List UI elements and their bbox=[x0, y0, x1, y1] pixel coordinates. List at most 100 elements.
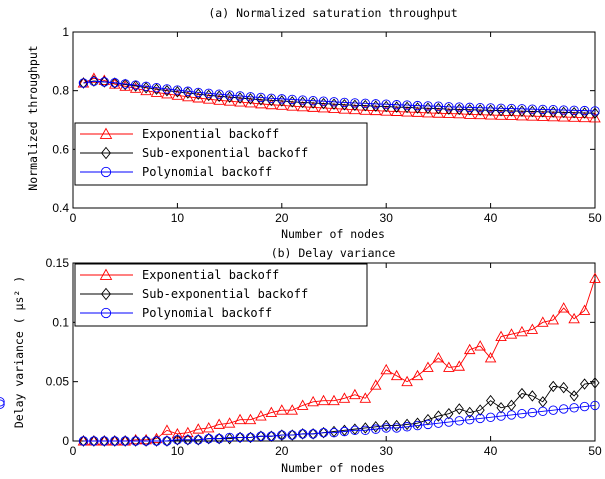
data-point bbox=[120, 436, 130, 446]
data-point bbox=[266, 430, 276, 442]
data-point bbox=[589, 272, 601, 283]
data-point bbox=[548, 405, 558, 415]
data-point bbox=[110, 435, 120, 447]
data-point bbox=[371, 424, 381, 434]
data-point bbox=[277, 430, 287, 440]
data-point bbox=[308, 97, 318, 109]
data-point bbox=[443, 361, 455, 372]
data-point bbox=[235, 91, 245, 101]
chart-a-ylabel: Normalized throughput bbox=[26, 45, 40, 190]
data-point bbox=[110, 78, 120, 88]
data-point bbox=[202, 422, 215, 433]
y-tick-label: 0.6 bbox=[52, 142, 69, 156]
data-point bbox=[171, 89, 184, 100]
y-tick-label: 1 bbox=[62, 25, 69, 39]
data-point bbox=[287, 96, 297, 108]
data-point bbox=[192, 423, 205, 434]
data-point bbox=[527, 390, 537, 402]
data-point bbox=[433, 418, 444, 428]
legend-marker bbox=[99, 127, 113, 139]
x-tick-label: 50 bbox=[588, 444, 602, 458]
data-point bbox=[579, 105, 590, 116]
data-point bbox=[256, 94, 266, 106]
data-point bbox=[391, 100, 402, 110]
chart-a-xlabel: Number of nodes bbox=[281, 227, 385, 241]
data-point bbox=[296, 100, 309, 112]
data-point bbox=[171, 427, 184, 439]
data-point bbox=[141, 435, 151, 447]
data-point bbox=[538, 406, 548, 417]
data-point bbox=[547, 314, 560, 325]
data-point bbox=[318, 426, 329, 439]
data-point bbox=[318, 97, 329, 110]
data-point bbox=[350, 99, 360, 112]
chart-b-legend: Exponential backoff Sub-exponential backo… bbox=[74, 263, 368, 327]
data-point bbox=[454, 416, 464, 426]
data-point bbox=[339, 426, 350, 437]
data-point bbox=[120, 78, 130, 91]
data-point bbox=[172, 435, 183, 445]
data-point bbox=[401, 375, 413, 387]
data-point bbox=[0, 399, 5, 409]
data-point bbox=[527, 407, 538, 418]
data-point bbox=[286, 404, 299, 415]
data-point bbox=[214, 432, 224, 445]
x-tick-label: 30 bbox=[380, 211, 394, 225]
chart-b-ticks: 0 10 20 30 40 50 0 0.05 0.1 0.15 bbox=[46, 256, 602, 458]
data-point bbox=[590, 400, 600, 411]
chart-b-ylabel: Delay variance ( μs² ) bbox=[12, 276, 26, 428]
data-point bbox=[423, 102, 433, 114]
data-point bbox=[465, 102, 475, 113]
data-point bbox=[506, 105, 517, 117]
data-point bbox=[110, 436, 120, 446]
data-point bbox=[286, 100, 299, 111]
data-point bbox=[78, 78, 89, 88]
data-point bbox=[297, 429, 308, 439]
data-point bbox=[265, 406, 278, 417]
data-point bbox=[225, 432, 235, 445]
data-point bbox=[307, 101, 319, 112]
data-point bbox=[78, 77, 89, 89]
data-point bbox=[78, 435, 89, 447]
data-point bbox=[371, 421, 381, 433]
data-point bbox=[339, 99, 350, 111]
data-point bbox=[559, 381, 569, 394]
data-point bbox=[296, 399, 309, 410]
data-point bbox=[349, 388, 361, 400]
series-line bbox=[83, 278, 596, 442]
data-point bbox=[453, 360, 466, 371]
data-point bbox=[484, 109, 497, 120]
data-point bbox=[390, 105, 403, 116]
data-point bbox=[578, 304, 591, 315]
data-point bbox=[475, 102, 485, 113]
data-point bbox=[130, 80, 141, 90]
data-point bbox=[89, 435, 99, 447]
data-point bbox=[496, 103, 506, 113]
data-point bbox=[235, 432, 245, 443]
data-point bbox=[151, 436, 162, 446]
data-point bbox=[182, 426, 194, 438]
data-point bbox=[558, 105, 569, 115]
data-point bbox=[453, 107, 466, 119]
data-point bbox=[423, 419, 433, 430]
chart-b-series bbox=[0, 272, 601, 447]
data-point bbox=[568, 111, 580, 122]
chart-b: (b) Delay variance 0 10 20 30 40 50 0 0.05 0.1 0.… bbox=[0, 246, 602, 475]
legend-label: Exponential backoff bbox=[142, 268, 279, 282]
data-point bbox=[381, 423, 391, 433]
legend-marker bbox=[100, 166, 112, 178]
data-point bbox=[329, 427, 339, 438]
data-point bbox=[204, 432, 214, 445]
data-point bbox=[308, 428, 318, 440]
x-tick-label: 50 bbox=[588, 211, 602, 225]
data-point bbox=[266, 431, 277, 441]
data-point bbox=[538, 106, 548, 118]
data-point bbox=[412, 417, 423, 429]
data-point bbox=[298, 428, 308, 440]
data-point bbox=[359, 104, 372, 115]
data-point bbox=[537, 110, 549, 121]
data-point bbox=[463, 343, 476, 355]
data-point bbox=[329, 97, 339, 107]
series-circle bbox=[0, 397, 600, 446]
legend-marker bbox=[101, 287, 111, 301]
